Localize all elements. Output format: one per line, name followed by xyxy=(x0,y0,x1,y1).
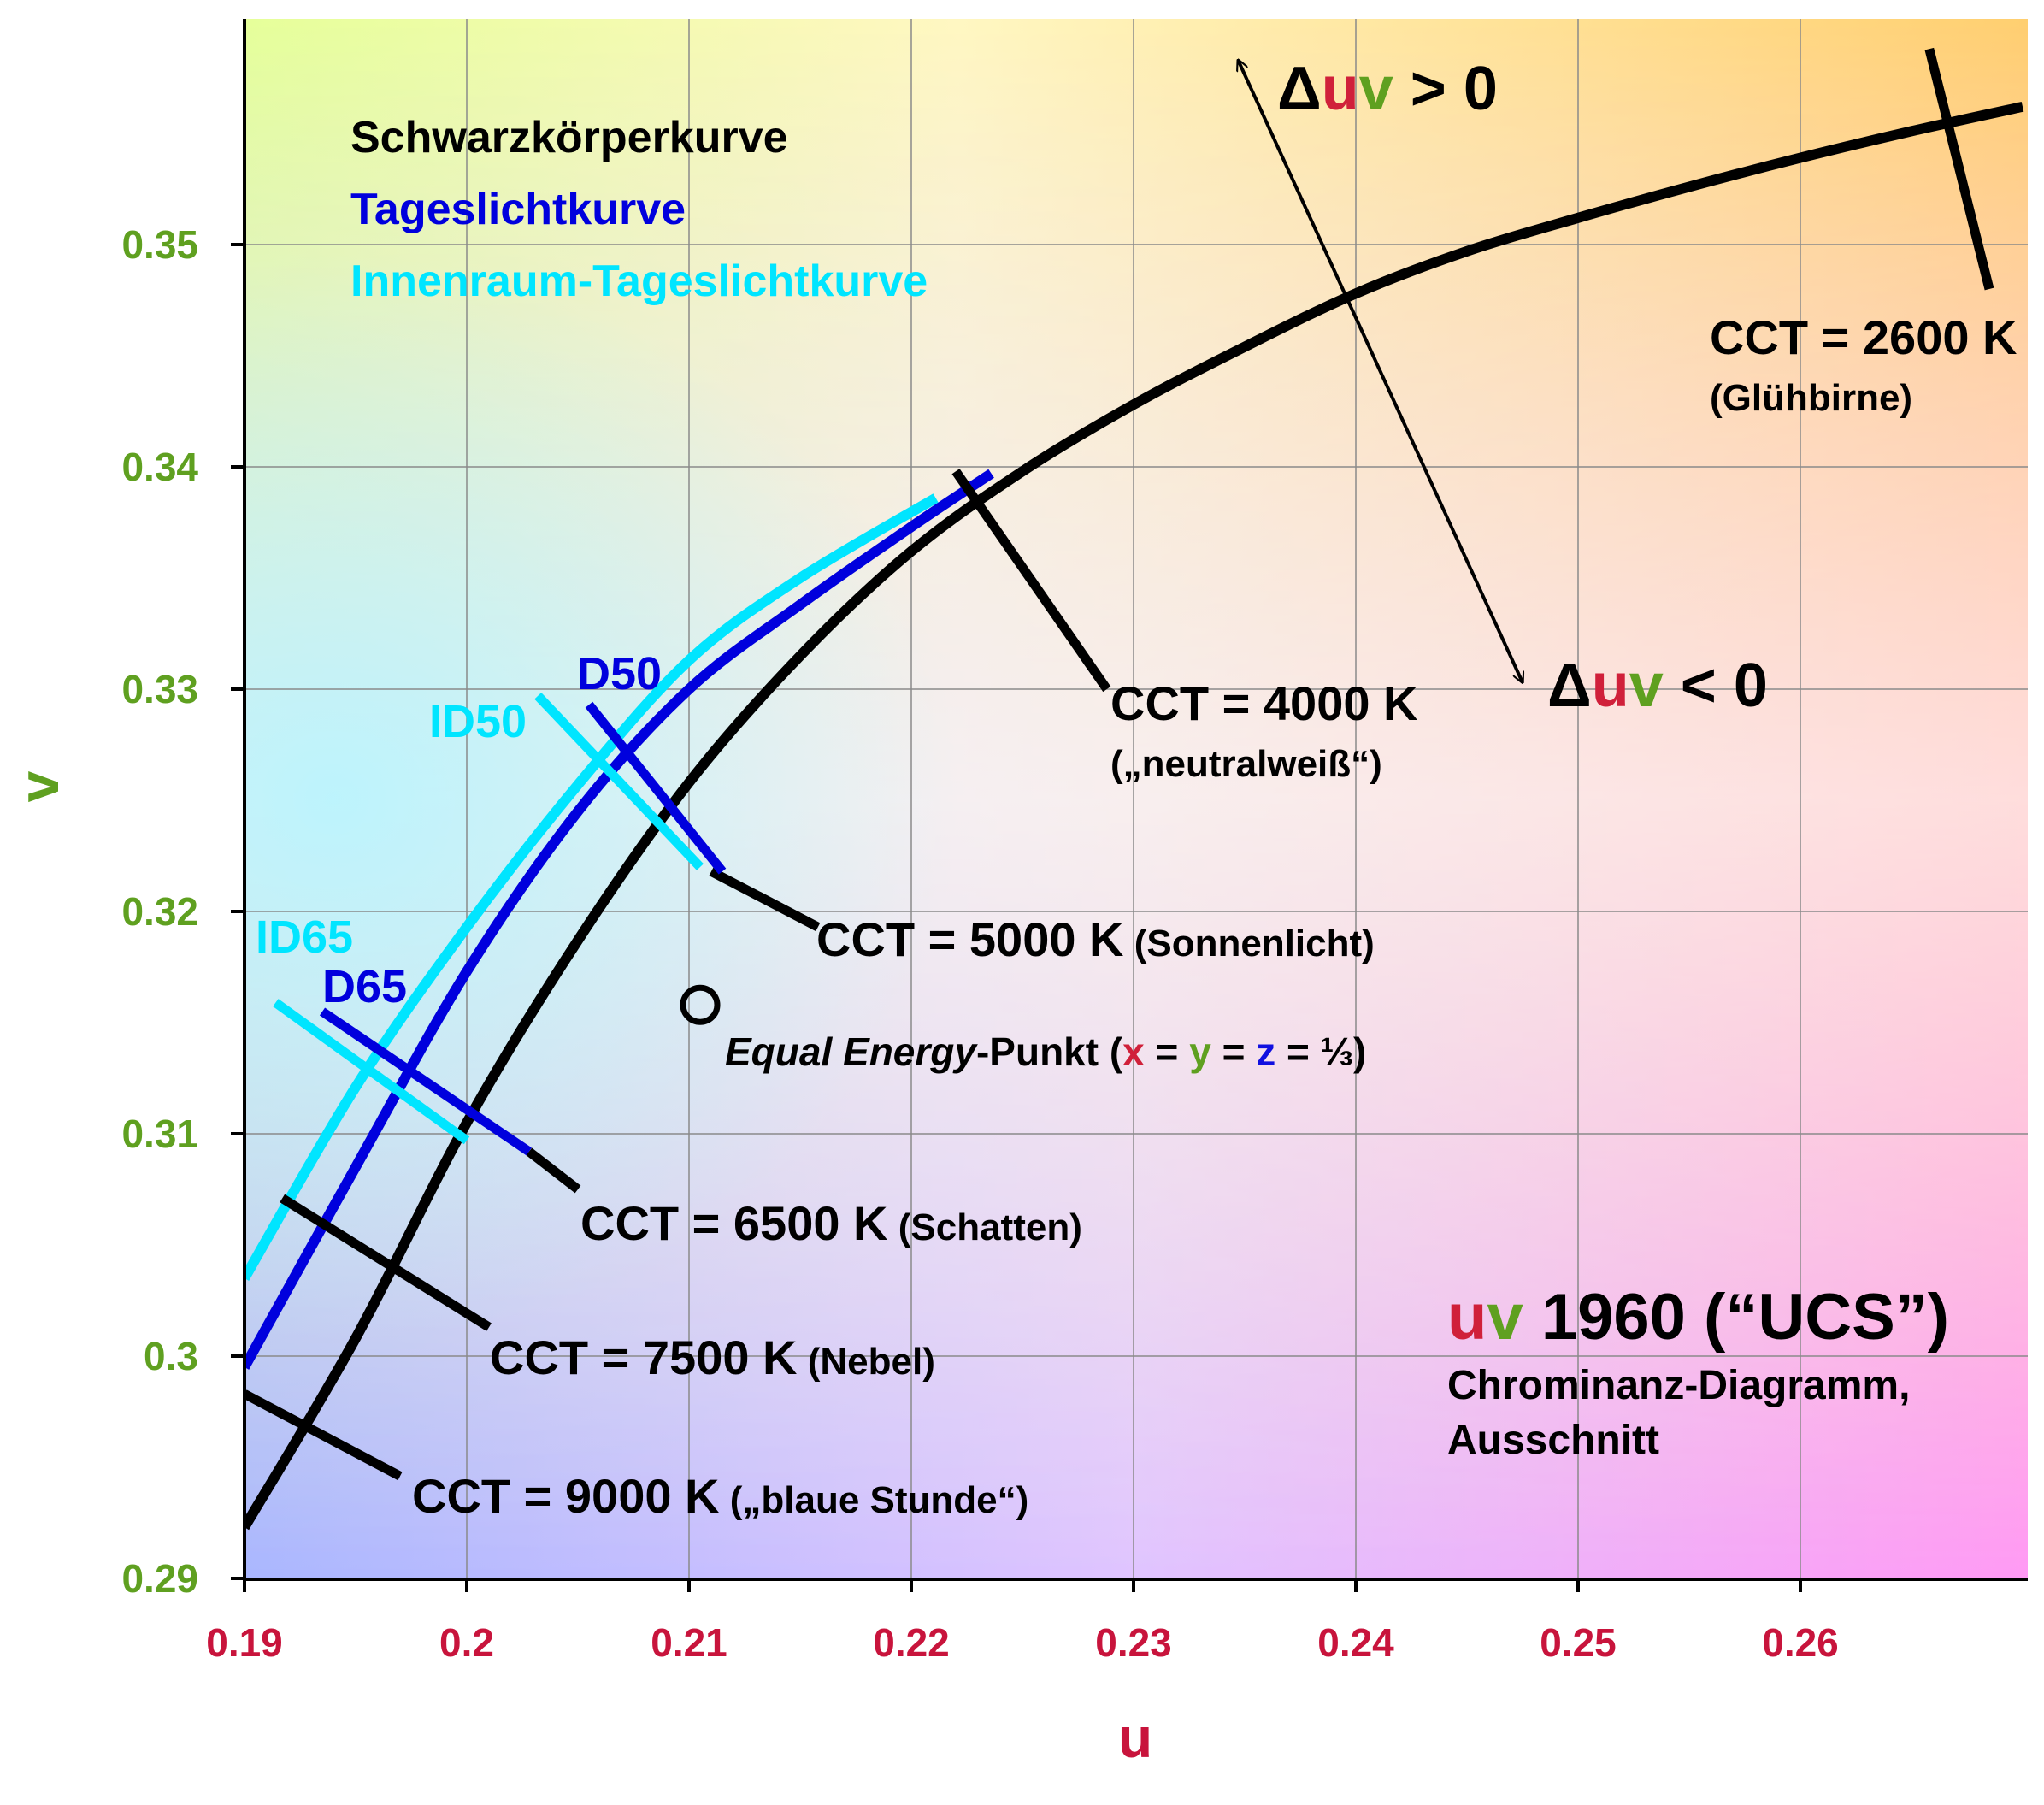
legend: Schwarzkörperkurve Tageslichtkurve Innen… xyxy=(350,113,928,306)
cct-4000-label: CCT = 4000 K xyxy=(1110,676,1418,730)
y-tick-label: 0.33 xyxy=(121,667,198,711)
delta-uv-negative-label: Δuv < 0 xyxy=(1547,652,1768,720)
legend-entry-blackbody: Schwarzkörperkurve xyxy=(350,113,788,162)
plot-background xyxy=(244,19,2028,1578)
y-tick-label: 0.32 xyxy=(121,889,198,934)
delta-uv-arrow xyxy=(1238,60,1523,682)
series-line-Innenraum-Tageslichtkurve xyxy=(244,493,939,1282)
x-tick-label: 0.23 xyxy=(1095,1620,1172,1665)
x-tick-labels: 0.19 0.2 0.21 0.22 0.23 0.24 0.25 0.26 xyxy=(206,1578,1839,1665)
y-tick-label: 0.34 xyxy=(121,445,198,489)
chart-subtitle-line2: Ausschnitt xyxy=(1447,1418,1659,1463)
isotherm-CCT = 7500 K xyxy=(280,1194,492,1331)
id50-label: ID50 xyxy=(429,696,527,747)
x-tick-label: 0.19 xyxy=(206,1620,283,1665)
cct-2600-sublabel: (Glühbirne) xyxy=(1710,377,1912,419)
cct-7500-label: CCT = 7500 K (Nebel) xyxy=(490,1330,935,1384)
curves xyxy=(244,101,2024,1531)
legend-entry-indoor-daylight: Innenraum-Tageslichtkurve xyxy=(350,257,928,306)
cct-5000-label: CCT = 5000 K (Sonnenlicht) xyxy=(816,912,1375,966)
x-tick-label: 0.21 xyxy=(651,1620,727,1665)
x-tick-label: 0.22 xyxy=(873,1620,950,1665)
x-tick-label: 0.26 xyxy=(1762,1620,1839,1665)
y-tick-labels: 0.29 0.3 0.31 0.32 0.33 0.34 0.35 xyxy=(121,222,244,1601)
equal-energy-point-marker xyxy=(680,984,721,1025)
isotherm-lines xyxy=(244,47,1994,1481)
y-tick-label: 0.31 xyxy=(121,1112,198,1156)
x-tick-label: 0.24 xyxy=(1317,1620,1394,1665)
cct-2600-label: CCT = 2600 K xyxy=(1710,310,2017,364)
isotherm-CCT = 9000 K xyxy=(244,1389,403,1481)
delta-uv-positive-label: Δuv > 0 xyxy=(1277,55,1498,123)
chart-subtitle-line1: Chrominanz-Diagramm, xyxy=(1447,1363,1910,1408)
d50-label: D50 xyxy=(577,648,662,699)
delta-uv-arrow-line xyxy=(1238,60,1523,682)
y-tick-label: 0.35 xyxy=(121,222,198,267)
equal-energy-label: Equal Energy-Punkt (x = y = z = ⅓) xyxy=(725,1029,1366,1074)
y-axis-label: v xyxy=(7,770,70,802)
cct-4000-sublabel: („neutralweiß“) xyxy=(1110,743,1382,785)
isotherm-CCT = 5000 K xyxy=(709,867,821,932)
chart-title: uv 1960 (“UCS”) xyxy=(1447,1281,1949,1354)
isotherm-D65 xyxy=(319,1007,532,1156)
isotherm-CCT = 2600 K xyxy=(1924,47,1994,291)
y-tick-label: 0.3 xyxy=(144,1334,198,1378)
isotherm-ID65 xyxy=(273,999,470,1145)
x-tick-label: 0.25 xyxy=(1540,1620,1617,1665)
d65-label: D65 xyxy=(322,961,407,1012)
isotherm-CCT = 4000 K xyxy=(951,469,1111,693)
cct-9000-label: CCT = 9000 K („blaue Stunde“) xyxy=(412,1469,1028,1523)
series-line-Tageslichtkurve xyxy=(244,469,994,1370)
x-tick-label: 0.2 xyxy=(439,1620,494,1665)
legend-entry-daylight: Tageslichtkurve xyxy=(350,185,686,234)
isotherm-CCT = 6500 K xyxy=(526,1147,581,1194)
cct-6500-label: CCT = 6500 K (Schatten) xyxy=(580,1196,1082,1250)
isotherm-ID50 xyxy=(534,693,704,870)
x-axis-label: u xyxy=(1118,1706,1152,1769)
isotherm-D50 xyxy=(585,701,727,875)
y-tick-label: 0.29 xyxy=(121,1556,198,1601)
series-line-Schwarzkörperkurve xyxy=(244,101,2024,1531)
id65-label: ID65 xyxy=(256,911,353,963)
